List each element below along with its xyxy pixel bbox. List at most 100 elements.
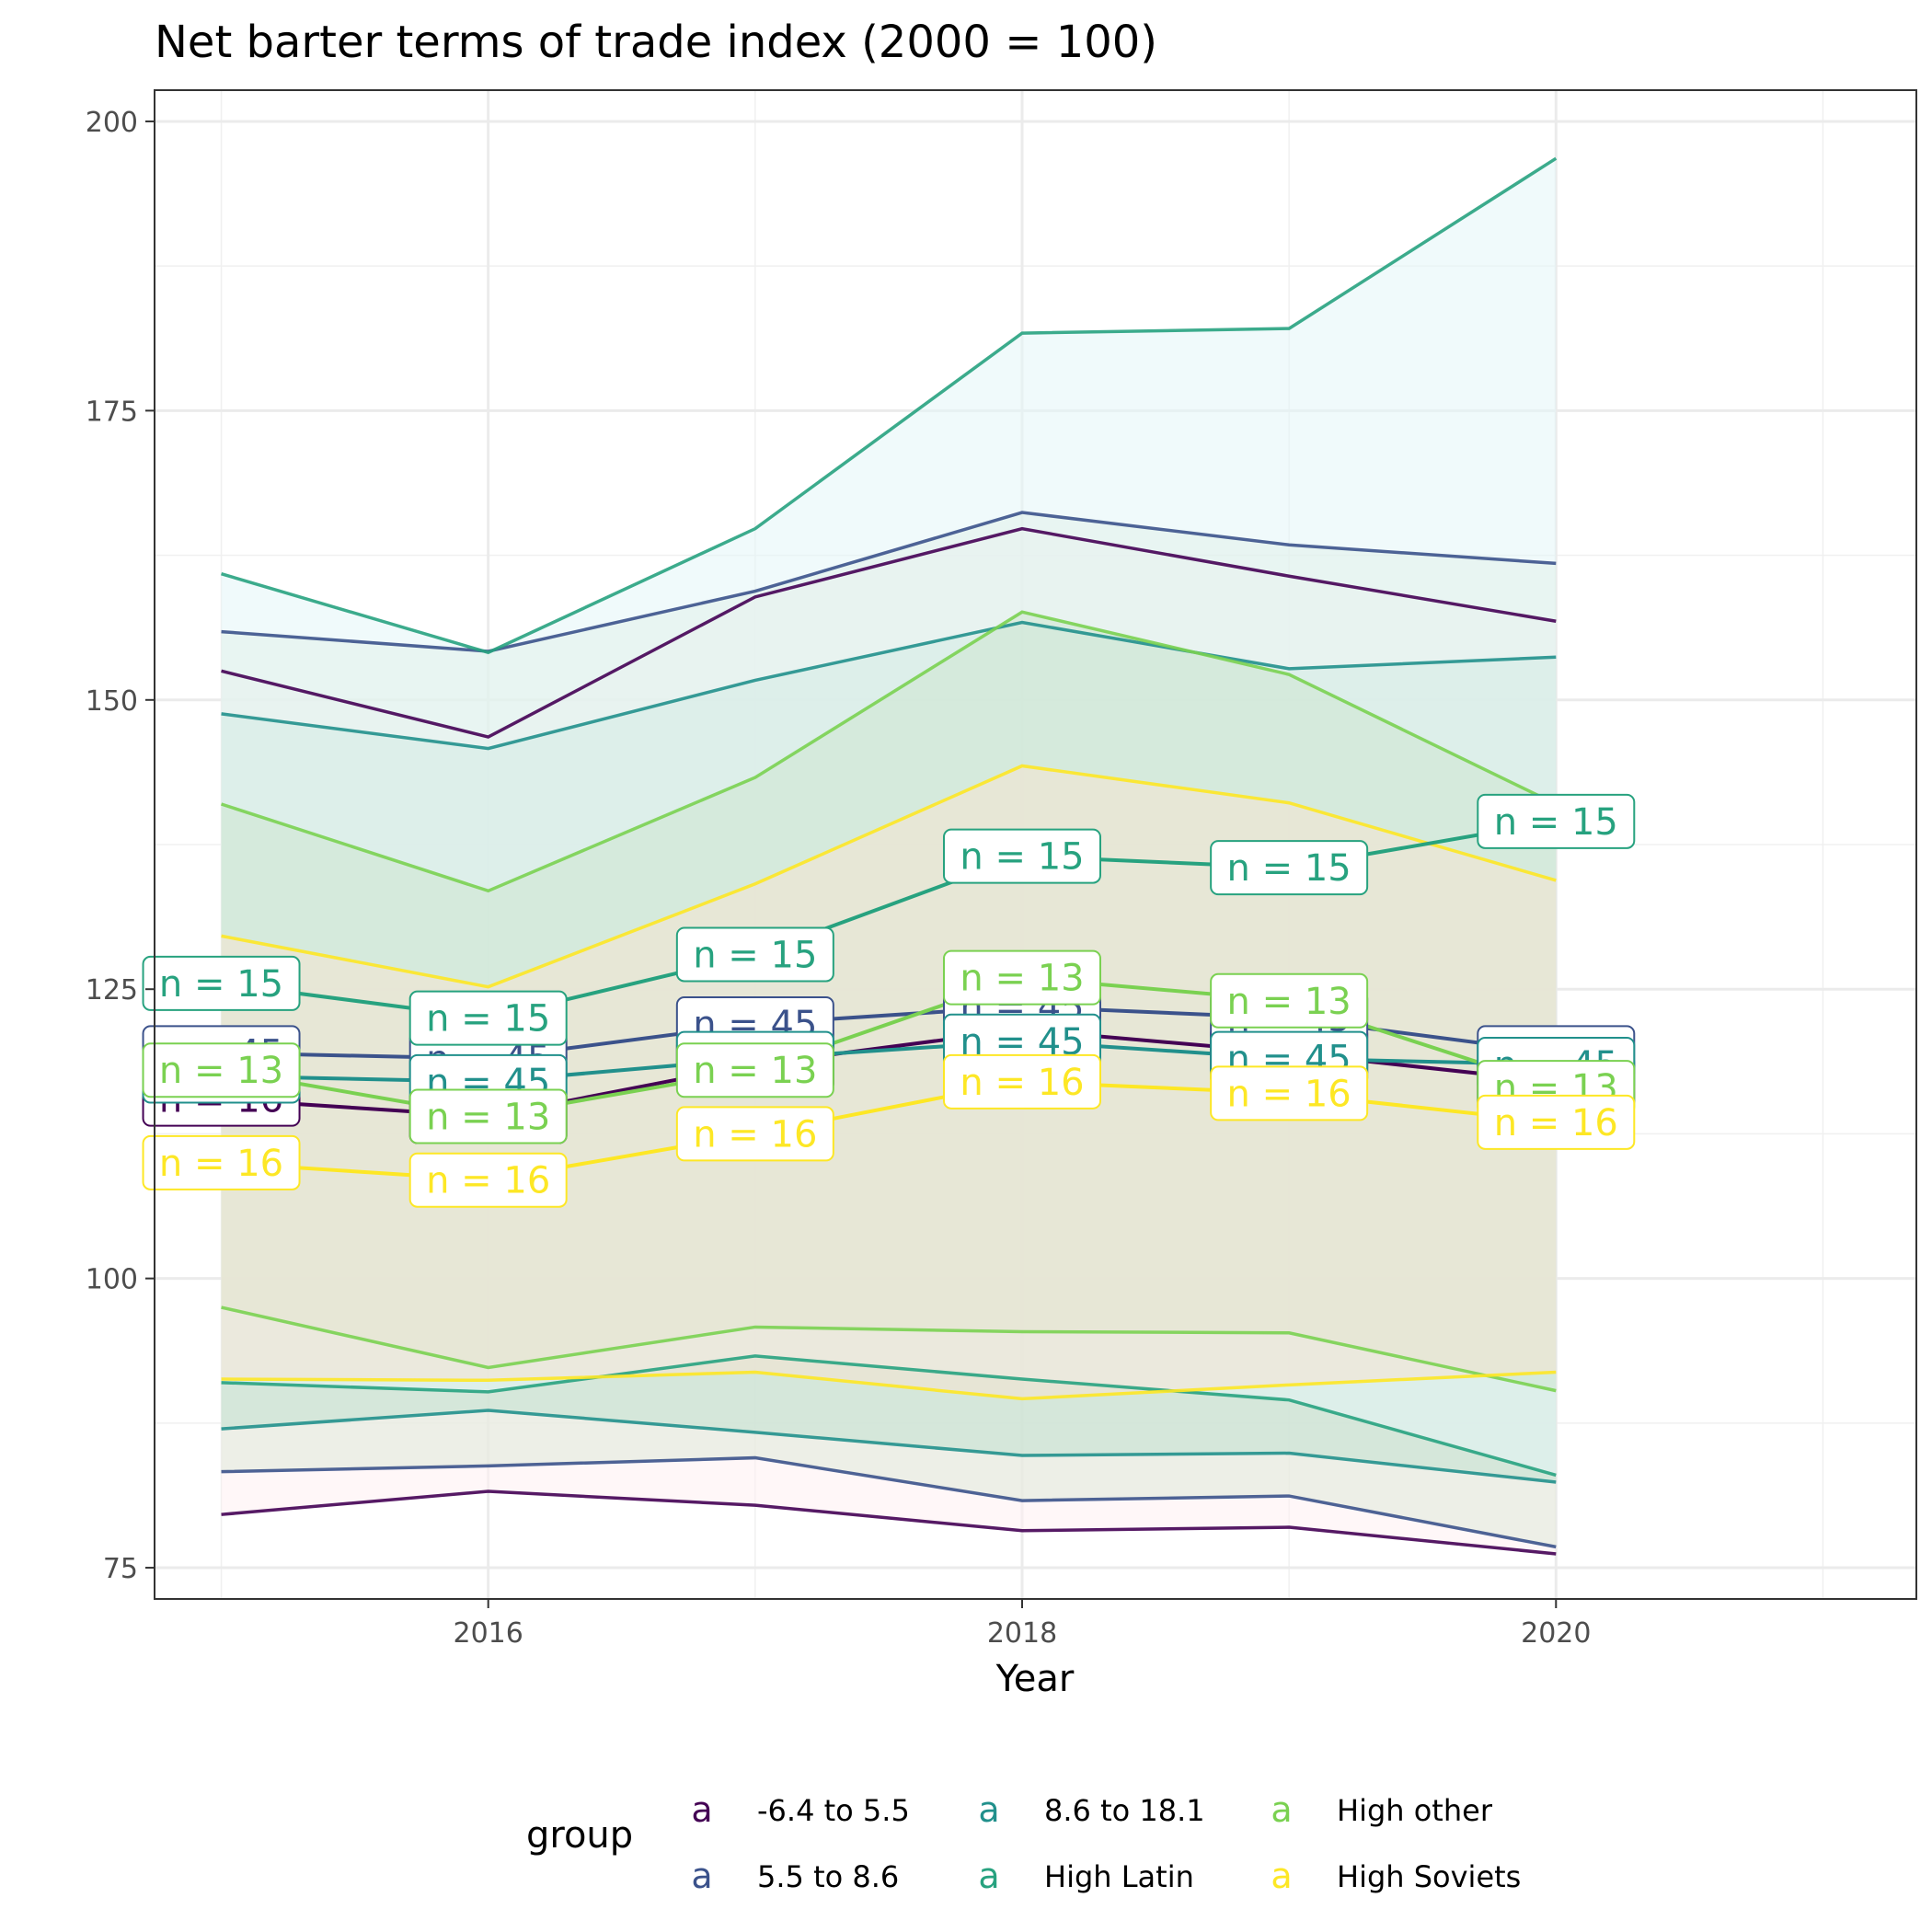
legend-key: a	[691, 1856, 712, 1896]
n-label-box	[1477, 793, 1636, 849]
legend-key: a	[691, 1789, 712, 1830]
legend-item-8-6-to-18-1: a 8.6 to 18.1	[978, 1789, 1204, 1830]
upper-line-high-soviets	[221, 764, 1557, 989]
n-label-box	[142, 1042, 301, 1098]
n-label-box	[675, 1042, 834, 1098]
n-label-text: n = 15	[426, 998, 550, 1041]
n-label-box	[142, 1134, 301, 1190]
legend-label: 8.6 to 18.1	[1044, 1793, 1205, 1828]
legend-key: a	[978, 1856, 999, 1896]
lower-line-high-other	[221, 1305, 1557, 1393]
legend-title: group	[526, 1814, 633, 1857]
n-label-text: n = 16	[1494, 1102, 1618, 1144]
n-label-box	[942, 828, 1101, 884]
upper-line-5-5-to-8-6	[221, 511, 1557, 653]
legend: group a -6.4 to 5.5 a 5.5 to 8.6 a 8.6 to 18.1…	[526, 1789, 1521, 1896]
n-label-text: n = 15	[1227, 847, 1351, 890]
n-label-text: n = 16	[159, 1143, 283, 1185]
y-tick-label: 150	[86, 685, 138, 718]
n-label: n = 13	[408, 1088, 568, 1144]
n-label-box	[408, 1088, 568, 1144]
n-label: n = 15	[1477, 793, 1636, 849]
n-label-box	[675, 926, 834, 983]
x-axis-title: Year	[995, 1658, 1075, 1700]
legend-label: 5.5 to 8.6	[757, 1859, 899, 1894]
n-label: n = 16	[942, 1053, 1101, 1110]
plot-border	[154, 89, 1917, 1600]
confidence-bands	[221, 158, 1557, 1554]
chart-title: Net barter terms of trade index (2000 = …	[155, 17, 1157, 68]
n-label-text: n = 13	[1227, 981, 1351, 1023]
legend-item-high-latin: a High Latin	[978, 1856, 1194, 1896]
lower-line-8-6-to-18-1	[221, 1409, 1557, 1484]
n-label: n = 15	[1210, 840, 1369, 896]
n-label-box	[1210, 972, 1369, 1029]
n-label-text: n = 15	[960, 836, 1084, 879]
n-label: n = 16	[1477, 1094, 1636, 1150]
n-label: n = 16	[675, 1106, 834, 1162]
legend-label: High Soviets	[1337, 1859, 1521, 1894]
n-label-text: n = 15	[1494, 801, 1618, 844]
legend-item-high-soviets: a High Soviets	[1271, 1856, 1521, 1896]
n-label: n = 13	[142, 1042, 301, 1098]
axes: 2016 2018 2020 75 100 125 150 175 200	[86, 107, 1592, 1650]
x-tick-label: 2020	[1521, 1617, 1591, 1650]
n-label: n = 15	[942, 828, 1101, 884]
legend-label: High Latin	[1044, 1859, 1194, 1894]
legend-key: a	[978, 1789, 999, 1830]
x-tick-label: 2018	[987, 1617, 1057, 1650]
y-tick-label: 175	[86, 396, 138, 428]
n-label: n = 13	[1210, 972, 1369, 1029]
n-label: n = 15	[408, 990, 568, 1046]
legend-key: a	[1271, 1856, 1292, 1896]
legend-key: a	[1271, 1789, 1292, 1830]
n-label-text: n = 15	[159, 963, 283, 1006]
n-label: n = 13	[675, 1042, 834, 1098]
upper-line-8-6-to-18-1	[221, 620, 1557, 751]
upper-line-high-other	[220, 610, 1558, 893]
upper-line-high-latin	[221, 156, 1558, 655]
n-label-text: n = 15	[693, 934, 817, 976]
n-label-box	[1210, 840, 1369, 896]
n-label-text: n = 16	[426, 1160, 550, 1202]
n-label-text: n = 13	[159, 1050, 283, 1092]
lower-line-high-latin	[221, 1354, 1557, 1478]
n-label-text: n = 16	[1227, 1073, 1351, 1115]
n-label-text: n = 13	[960, 958, 1084, 1000]
n-label-text: n = 13	[426, 1097, 550, 1139]
n-label-box	[408, 1152, 568, 1208]
legend-label: High other	[1337, 1793, 1493, 1828]
x-tick-label: 2016	[454, 1617, 523, 1650]
legend-label: -6.4 to 5.5	[757, 1793, 910, 1828]
n-labels: n = 16 n = 16 n = 16 n = 16 n = 16 n = 16 n = …	[142, 793, 1636, 1208]
legend-item-5-5-to-8-6: a 5.5 to 8.6	[691, 1856, 899, 1896]
n-label-text: n = 16	[960, 1062, 1084, 1104]
y-tick-label: 125	[86, 974, 138, 1006]
legend-item-high-other: a High other	[1271, 1789, 1492, 1830]
n-label-text: n = 16	[693, 1113, 817, 1156]
n-label: n = 15	[142, 955, 301, 1011]
n-label: n = 16	[142, 1134, 301, 1190]
y-tick-label: 100	[86, 1264, 138, 1296]
band-high-soviets	[221, 765, 1557, 1399]
n-label: n = 16	[1210, 1065, 1369, 1121]
y-tick-label: 75	[103, 1553, 138, 1585]
n-label-box	[942, 1053, 1101, 1110]
n-label-box	[942, 949, 1101, 1006]
n-label: n = 13	[942, 949, 1101, 1006]
n-label-text: n = 13	[693, 1050, 817, 1092]
n-label: n = 15	[675, 926, 834, 983]
upper-line-6-4-to-5-5	[221, 526, 1557, 739]
n-label-box	[1477, 1094, 1636, 1150]
lower-line-high-soviets	[221, 1370, 1557, 1401]
n-label-box	[1210, 1065, 1369, 1121]
y-tick-label: 200	[86, 107, 138, 139]
n-label-box	[675, 1106, 834, 1162]
n-label: n = 16	[408, 1152, 568, 1208]
n-label-box	[142, 955, 301, 1011]
n-label-box	[408, 990, 568, 1046]
lower-line-5-5-to-8-6	[221, 1455, 1557, 1549]
lower-line-6-4-to-5-5	[221, 1489, 1557, 1556]
legend-item-6-4-to-5-5: a -6.4 to 5.5	[691, 1789, 909, 1830]
